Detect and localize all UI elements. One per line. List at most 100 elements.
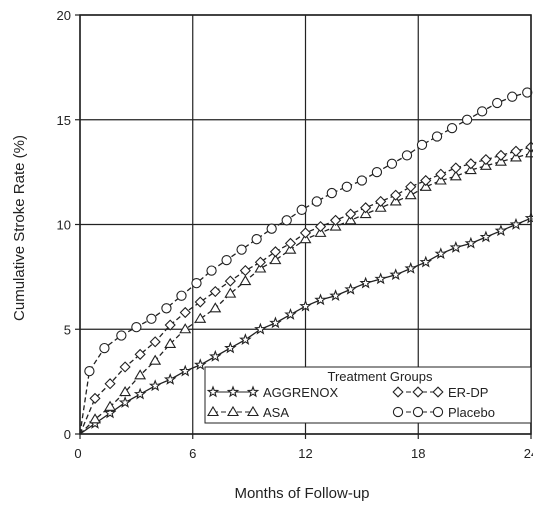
data-point-placebo [176,290,187,301]
data-point-er-dp [420,174,432,187]
data-point-aggrenox [163,372,177,385]
data-point-aggrenox [299,299,312,312]
data-point-er-dp [525,141,533,153]
data-point-er-dp [480,153,492,166]
data-point-aggrenox [479,230,493,243]
data-point-aggrenox [419,255,433,268]
data-point-asa [179,323,192,334]
x-tick-label: 12 [298,446,312,461]
data-point-aggrenox [374,272,387,285]
data-point-er-dp [269,246,282,258]
data-point-asa [239,274,252,286]
data-point-placebo [341,181,352,192]
data-point-er-dp [360,202,372,214]
data-point-aggrenox [103,406,117,419]
data-point-placebo [492,97,503,109]
legend-item-placebo: Placebo [392,405,495,420]
legend-marker-aggrenox [226,385,240,398]
data-point-aggrenox [329,289,342,302]
legend-marker-placebo [412,406,424,418]
data-point-aggrenox [209,349,222,362]
data-point-er-dp [224,275,236,287]
legend-marker-er-dp [432,386,444,398]
data-point-er-dp [329,214,342,226]
data-point-aggrenox [284,308,297,320]
data-point-placebo [131,322,142,333]
data-point-placebo [266,223,277,234]
data-point-er-dp [104,378,116,390]
legend-label-placebo: Placebo [448,405,495,420]
x-tick-label: 24 [524,446,533,461]
data-point-asa [209,302,222,313]
data-point-aggrenox [524,211,533,224]
data-point-asa [149,354,162,365]
data-point-asa [449,170,462,181]
data-point-er-dp [345,208,357,220]
data-point-aggrenox [254,322,267,335]
data-point-aggrenox [509,217,523,230]
data-point-er-dp [119,361,131,373]
data-point-aggrenox [133,387,147,400]
data-point-aggrenox [178,364,192,377]
data-point-aggrenox [118,395,132,408]
data-point-er-dp [450,162,462,174]
x-tick-label: 6 [189,446,196,461]
legend-marker-asa [207,405,219,417]
data-point-er-dp [495,149,507,161]
chart-series-layer [79,87,533,435]
x-axis-title: Months of Follow-up [234,485,369,502]
y-tick-label: 0 [64,427,71,442]
legend-box [204,366,532,424]
data-point-aggrenox [148,379,162,392]
data-point-aggrenox [239,333,252,346]
data-point-er-dp [390,189,402,201]
data-point-placebo [191,278,202,289]
data-point-asa [164,337,177,348]
data-point-aggrenox [269,316,282,329]
legend-marker-placebo [432,406,444,418]
data-point-aggrenox [359,276,372,289]
legend-marker-asa [227,405,239,417]
legend-label-asa: ASA [263,405,289,420]
data-point-placebo [476,106,488,117]
legend-title: Treatment Groups [327,369,433,384]
data-point-placebo [221,254,232,266]
axis-ticks: 0 5 10 15 20 0 6 12 18 24 [57,8,533,461]
data-point-placebo [371,166,383,178]
data-point-asa [134,369,147,380]
legend-label-er-dp: ER-DP [448,385,488,400]
x-tick-label: 0 [74,446,81,461]
data-point-placebo [161,303,172,314]
data-point-er-dp [435,168,447,180]
y-tick-label: 10 [57,218,71,233]
data-point-asa [89,413,101,424]
series-er-dp [79,141,533,435]
data-point-er-dp [299,227,312,239]
legend-marker-aggrenox [246,385,260,398]
legend-marker-er-dp [392,386,404,398]
data-point-aggrenox [404,261,417,274]
data-point-placebo [311,196,322,207]
data-point-er-dp [164,319,176,331]
data-point-placebo [401,150,413,161]
data-point-er-dp [149,336,161,348]
data-point-er-dp [375,195,387,208]
data-point-er-dp [194,296,206,308]
legend-label-aggrenox: AGGRENOX [263,385,338,400]
data-point-aggrenox [464,236,478,249]
legend-marker-aggrenox [206,385,220,398]
data-point-placebo [206,265,217,276]
data-point-er-dp [510,145,522,157]
data-point-aggrenox [344,282,357,295]
legend-marker-placebo [392,406,404,418]
legend-item-asa: ASA [207,405,289,420]
data-point-placebo [84,365,95,377]
data-point-placebo [446,122,458,134]
data-point-er-dp [239,265,251,277]
data-point-er-dp [254,256,266,268]
data-point-aggrenox [494,224,508,237]
data-point-placebo [507,91,518,102]
data-point-aggrenox [434,247,448,260]
data-point-placebo [431,131,443,142]
data-point-placebo [522,87,533,98]
